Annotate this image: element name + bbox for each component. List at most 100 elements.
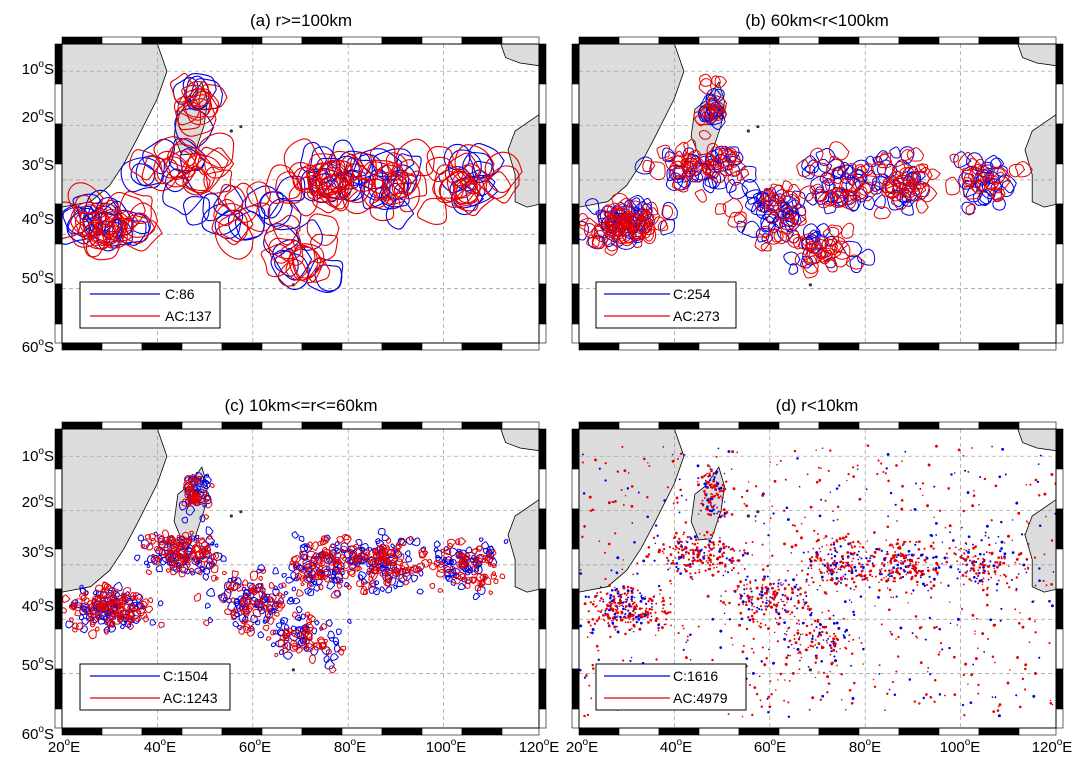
eddy-contour xyxy=(210,558,218,566)
eddy-dot xyxy=(817,466,821,469)
eddy-contour xyxy=(181,531,190,540)
eddy-dot xyxy=(720,561,724,565)
y-tick-label: 10oS xyxy=(22,59,54,78)
eddy-contour xyxy=(302,558,312,568)
eddy-dot xyxy=(582,492,586,495)
eddy-dot xyxy=(831,576,833,579)
eddy-dot xyxy=(886,692,889,695)
eddy-dot xyxy=(661,596,665,600)
eddy-contour xyxy=(653,216,668,231)
eddy-contour xyxy=(295,606,303,614)
frame-segment xyxy=(738,727,780,736)
eddy-dot xyxy=(827,564,830,567)
eddy-dot xyxy=(852,475,856,478)
frame-segment xyxy=(1055,323,1064,344)
y-tick-label: 60oS xyxy=(22,724,54,743)
eddy-dot xyxy=(927,666,930,669)
eddy-dot xyxy=(935,522,938,525)
eddy-contour xyxy=(325,648,333,656)
eddy-dot xyxy=(696,464,700,468)
eddy-contour xyxy=(903,181,916,196)
eddy-dot xyxy=(809,563,813,567)
eddy-dot xyxy=(775,689,777,691)
eddy-dot xyxy=(689,537,693,540)
eddy-dot xyxy=(828,644,832,647)
eddy-dot xyxy=(989,564,991,566)
eddy-contour xyxy=(889,146,901,159)
eddy-dot xyxy=(680,543,683,547)
frame-segment xyxy=(221,421,263,430)
eddy-contour xyxy=(970,180,982,193)
eddy-dot xyxy=(715,512,719,515)
eddy-dot xyxy=(908,570,912,574)
eddy-contour xyxy=(775,207,792,222)
eddy-contour xyxy=(203,545,209,551)
eddy-dot xyxy=(632,619,634,622)
eddy-dot xyxy=(732,487,736,491)
eddy-dot xyxy=(624,606,627,609)
eddy-dot xyxy=(715,472,718,475)
eddy-dot xyxy=(618,601,622,605)
frame-segment xyxy=(54,283,63,325)
eddy-dot xyxy=(659,593,661,595)
eddy-dot xyxy=(708,483,712,487)
eddy-dot xyxy=(710,495,714,499)
eddy-contour xyxy=(262,619,268,624)
eddy-dot xyxy=(719,646,723,649)
eddy-dot xyxy=(919,487,922,490)
eddy-contour xyxy=(266,603,273,611)
legend-box xyxy=(595,663,747,711)
eddy-contour xyxy=(355,538,363,546)
eddy-dot xyxy=(630,605,633,608)
eddy-dot xyxy=(962,509,965,513)
frame-segment xyxy=(571,203,580,245)
eddy-dot xyxy=(962,455,965,457)
eddy-dot xyxy=(775,603,779,607)
eddy-dot xyxy=(709,533,713,537)
eddy-dot xyxy=(852,540,855,544)
eddy-dot xyxy=(806,573,809,576)
eddy-dot xyxy=(905,573,908,576)
eddy-contour xyxy=(183,550,189,556)
eddy-dot xyxy=(916,584,919,586)
eddy-dot xyxy=(631,522,634,524)
eddy-dot xyxy=(921,494,924,497)
eddy-dot xyxy=(823,558,826,561)
x-tick-label: 40oE xyxy=(144,737,176,756)
eddy-dot xyxy=(644,596,647,598)
eddy-dot xyxy=(612,618,615,621)
eddy-contour xyxy=(210,565,219,574)
frame-segment xyxy=(658,36,700,45)
eddy-contour xyxy=(304,587,313,595)
eddy-contour xyxy=(188,535,196,542)
eddy-dot xyxy=(633,601,636,604)
eddy-dot xyxy=(715,480,718,483)
eddy-dot xyxy=(598,467,601,470)
eddy-contour xyxy=(828,141,850,161)
eddy-dot xyxy=(988,551,991,554)
eddy-dot xyxy=(767,534,770,537)
eddy-dot xyxy=(1033,600,1035,602)
eddy-dot xyxy=(952,655,956,659)
eddy-dot xyxy=(819,558,823,562)
eddy-dot xyxy=(722,551,726,555)
eddy-dot xyxy=(995,589,998,592)
eddy-dot xyxy=(901,554,905,557)
eddy-dot xyxy=(672,547,675,550)
eddy-dot xyxy=(936,573,939,576)
eddy-dot xyxy=(593,600,595,603)
eddy-contour xyxy=(299,141,328,174)
x-tick-label: 20oE xyxy=(48,737,80,756)
eddy-dot xyxy=(723,564,727,568)
eddy-dot xyxy=(777,585,780,588)
eddy-dot xyxy=(956,577,959,580)
eddy-dot xyxy=(823,591,827,594)
frame-segment xyxy=(181,727,223,736)
eddy-dot xyxy=(677,551,680,554)
eddy-contour xyxy=(308,614,316,623)
eddy-dot xyxy=(918,557,920,560)
eddy-dot xyxy=(702,555,704,558)
eddy-dot xyxy=(731,547,734,551)
eddy-dot xyxy=(898,561,900,563)
eddy-dot xyxy=(820,646,824,650)
